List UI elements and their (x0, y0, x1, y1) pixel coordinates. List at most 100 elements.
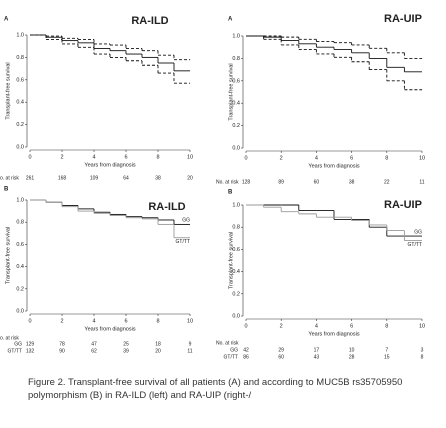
x-tick-label: 6 (350, 155, 353, 161)
y-tick-label: 0.0 (16, 144, 24, 150)
x-tick-label: 10 (419, 323, 425, 329)
risk-row-name: GT/TT (8, 348, 22, 354)
risk-row-name: GT/TT (224, 354, 238, 360)
risk-row-name: GG (14, 341, 22, 347)
risk-count: 38 (155, 175, 161, 181)
figure: A RA-ILD 0.0 0.2 0.4 0.6 0.8 1.0 0 2 4 6 8 10 Years fr… (0, 13, 425, 360)
x-axis-label: Years from diagnosis (84, 162, 135, 168)
x-tick-label: 10 (419, 155, 425, 161)
legend-entry: GT/TT (408, 242, 422, 248)
risk-count: 7 (385, 347, 388, 353)
caption: Figure 2. Transplant-free survival of al… (28, 377, 403, 401)
risk-count: 86 (243, 354, 249, 360)
y-tick-label: 0.2 (232, 123, 240, 129)
y-axis-label: Transplant-free survival (5, 227, 11, 284)
y-tick-label: 1.0 (16, 32, 24, 38)
risk-count: 89 (278, 179, 284, 185)
y-tick-label: 0.0 (232, 313, 240, 319)
x-tick-label: 0 (244, 323, 247, 329)
panel-label: A (228, 17, 233, 23)
risk-count: 64 (123, 175, 129, 181)
y-tick-label: 0.8 (16, 55, 24, 61)
y-tick-label: 0.6 (232, 247, 240, 253)
y-tick-label: 0.6 (232, 78, 240, 84)
risk-count: 47 (91, 341, 97, 347)
risk-row-name: GG (230, 347, 238, 353)
panel-title: RA-UIP (384, 13, 422, 25)
y-tick-label: 0.4 (16, 100, 24, 106)
y-tick-label: 0.2 (16, 122, 24, 128)
y-tick-label: 0.0 (16, 308, 24, 314)
x-tick-label: 8 (156, 318, 159, 324)
legend-entry: GG (414, 229, 422, 235)
risk-table-label: No. at risk (216, 179, 239, 185)
x-tick-label: 4 (92, 318, 95, 324)
x-tick-label: 2 (60, 318, 63, 324)
risk-count: 8 (421, 354, 424, 360)
y-axis-label: Transplant-free survival (228, 232, 234, 289)
x-axis-label: Years from diagnosis (308, 163, 359, 169)
x-tick-label: 6 (350, 323, 353, 329)
x-axis-label: Years from diagnosis (84, 326, 135, 332)
risk-count: 261 (26, 175, 35, 181)
x-tick-label: 8 (156, 154, 159, 160)
risk-count: 11 (187, 348, 192, 354)
risk-count: 11 (419, 179, 424, 185)
risk-count: 60 (278, 354, 284, 360)
y-axis-label: Transplant-free survival (228, 63, 234, 120)
risk-count: 9 (189, 341, 192, 347)
y-tick-label: 0.4 (16, 264, 24, 270)
risk-count: 39 (123, 348, 129, 354)
y-tick-label: 0.8 (232, 225, 240, 231)
x-tick-label: 8 (385, 323, 388, 329)
risk-count: 128 (242, 179, 251, 185)
risk-count: 28 (349, 354, 355, 360)
x-axis-label: Years from diagnosis (308, 331, 359, 337)
x-tick-label: 0 (28, 154, 31, 160)
risk-count: 132 (26, 348, 35, 354)
y-tick-label: 0.6 (16, 242, 24, 248)
x-tick-label: 2 (280, 155, 283, 161)
risk-count: 25 (123, 341, 129, 347)
panel-label: B (228, 190, 233, 196)
risk-count: 15 (384, 354, 390, 360)
x-tick-label: 2 (280, 323, 283, 329)
y-tick-label: 0.6 (16, 77, 24, 83)
x-tick-label: 6 (124, 318, 127, 324)
x-tick-label: 4 (315, 155, 318, 161)
x-tick-label: 0 (244, 155, 247, 161)
y-tick-label: 0.8 (16, 220, 24, 226)
y-tick-label: 0.2 (232, 291, 240, 297)
risk-count: 60 (314, 179, 320, 185)
risk-count: 10 (349, 347, 355, 353)
risk-count: 29 (278, 347, 284, 353)
risk-count: 109 (90, 175, 99, 181)
risk-table-label: No. at risk (216, 340, 239, 346)
risk-count: 20 (187, 175, 193, 181)
x-tick-label: 10 (187, 154, 193, 160)
x-tick-label: 4 (92, 154, 95, 160)
y-tick-label: 1.0 (232, 202, 240, 208)
x-tick-label: 8 (385, 155, 388, 161)
risk-count: 3 (421, 347, 424, 353)
x-tick-label: 0 (28, 318, 31, 324)
risk-count: 62 (91, 348, 97, 354)
y-tick-label: 0.2 (16, 286, 24, 292)
risk-count: 78 (59, 341, 65, 347)
x-tick-label: 2 (60, 154, 63, 160)
risk-count: 42 (243, 347, 249, 353)
risk-count: 17 (314, 347, 320, 353)
risk-count: 18 (155, 341, 161, 347)
risk-table-label: o. at risk (0, 175, 19, 181)
legend-entry: GG (182, 218, 190, 224)
risk-count: 168 (58, 175, 67, 181)
y-axis-label: Transplant-free survival (5, 62, 11, 119)
x-tick-label: 6 (124, 154, 127, 160)
risk-count: 22 (384, 179, 390, 185)
x-tick-label: 4 (315, 323, 318, 329)
y-tick-label: 0.0 (232, 145, 240, 151)
panel-label: A (4, 17, 9, 23)
panel-title: RA-ILD (148, 201, 185, 213)
y-tick-label: 0.4 (232, 101, 240, 107)
